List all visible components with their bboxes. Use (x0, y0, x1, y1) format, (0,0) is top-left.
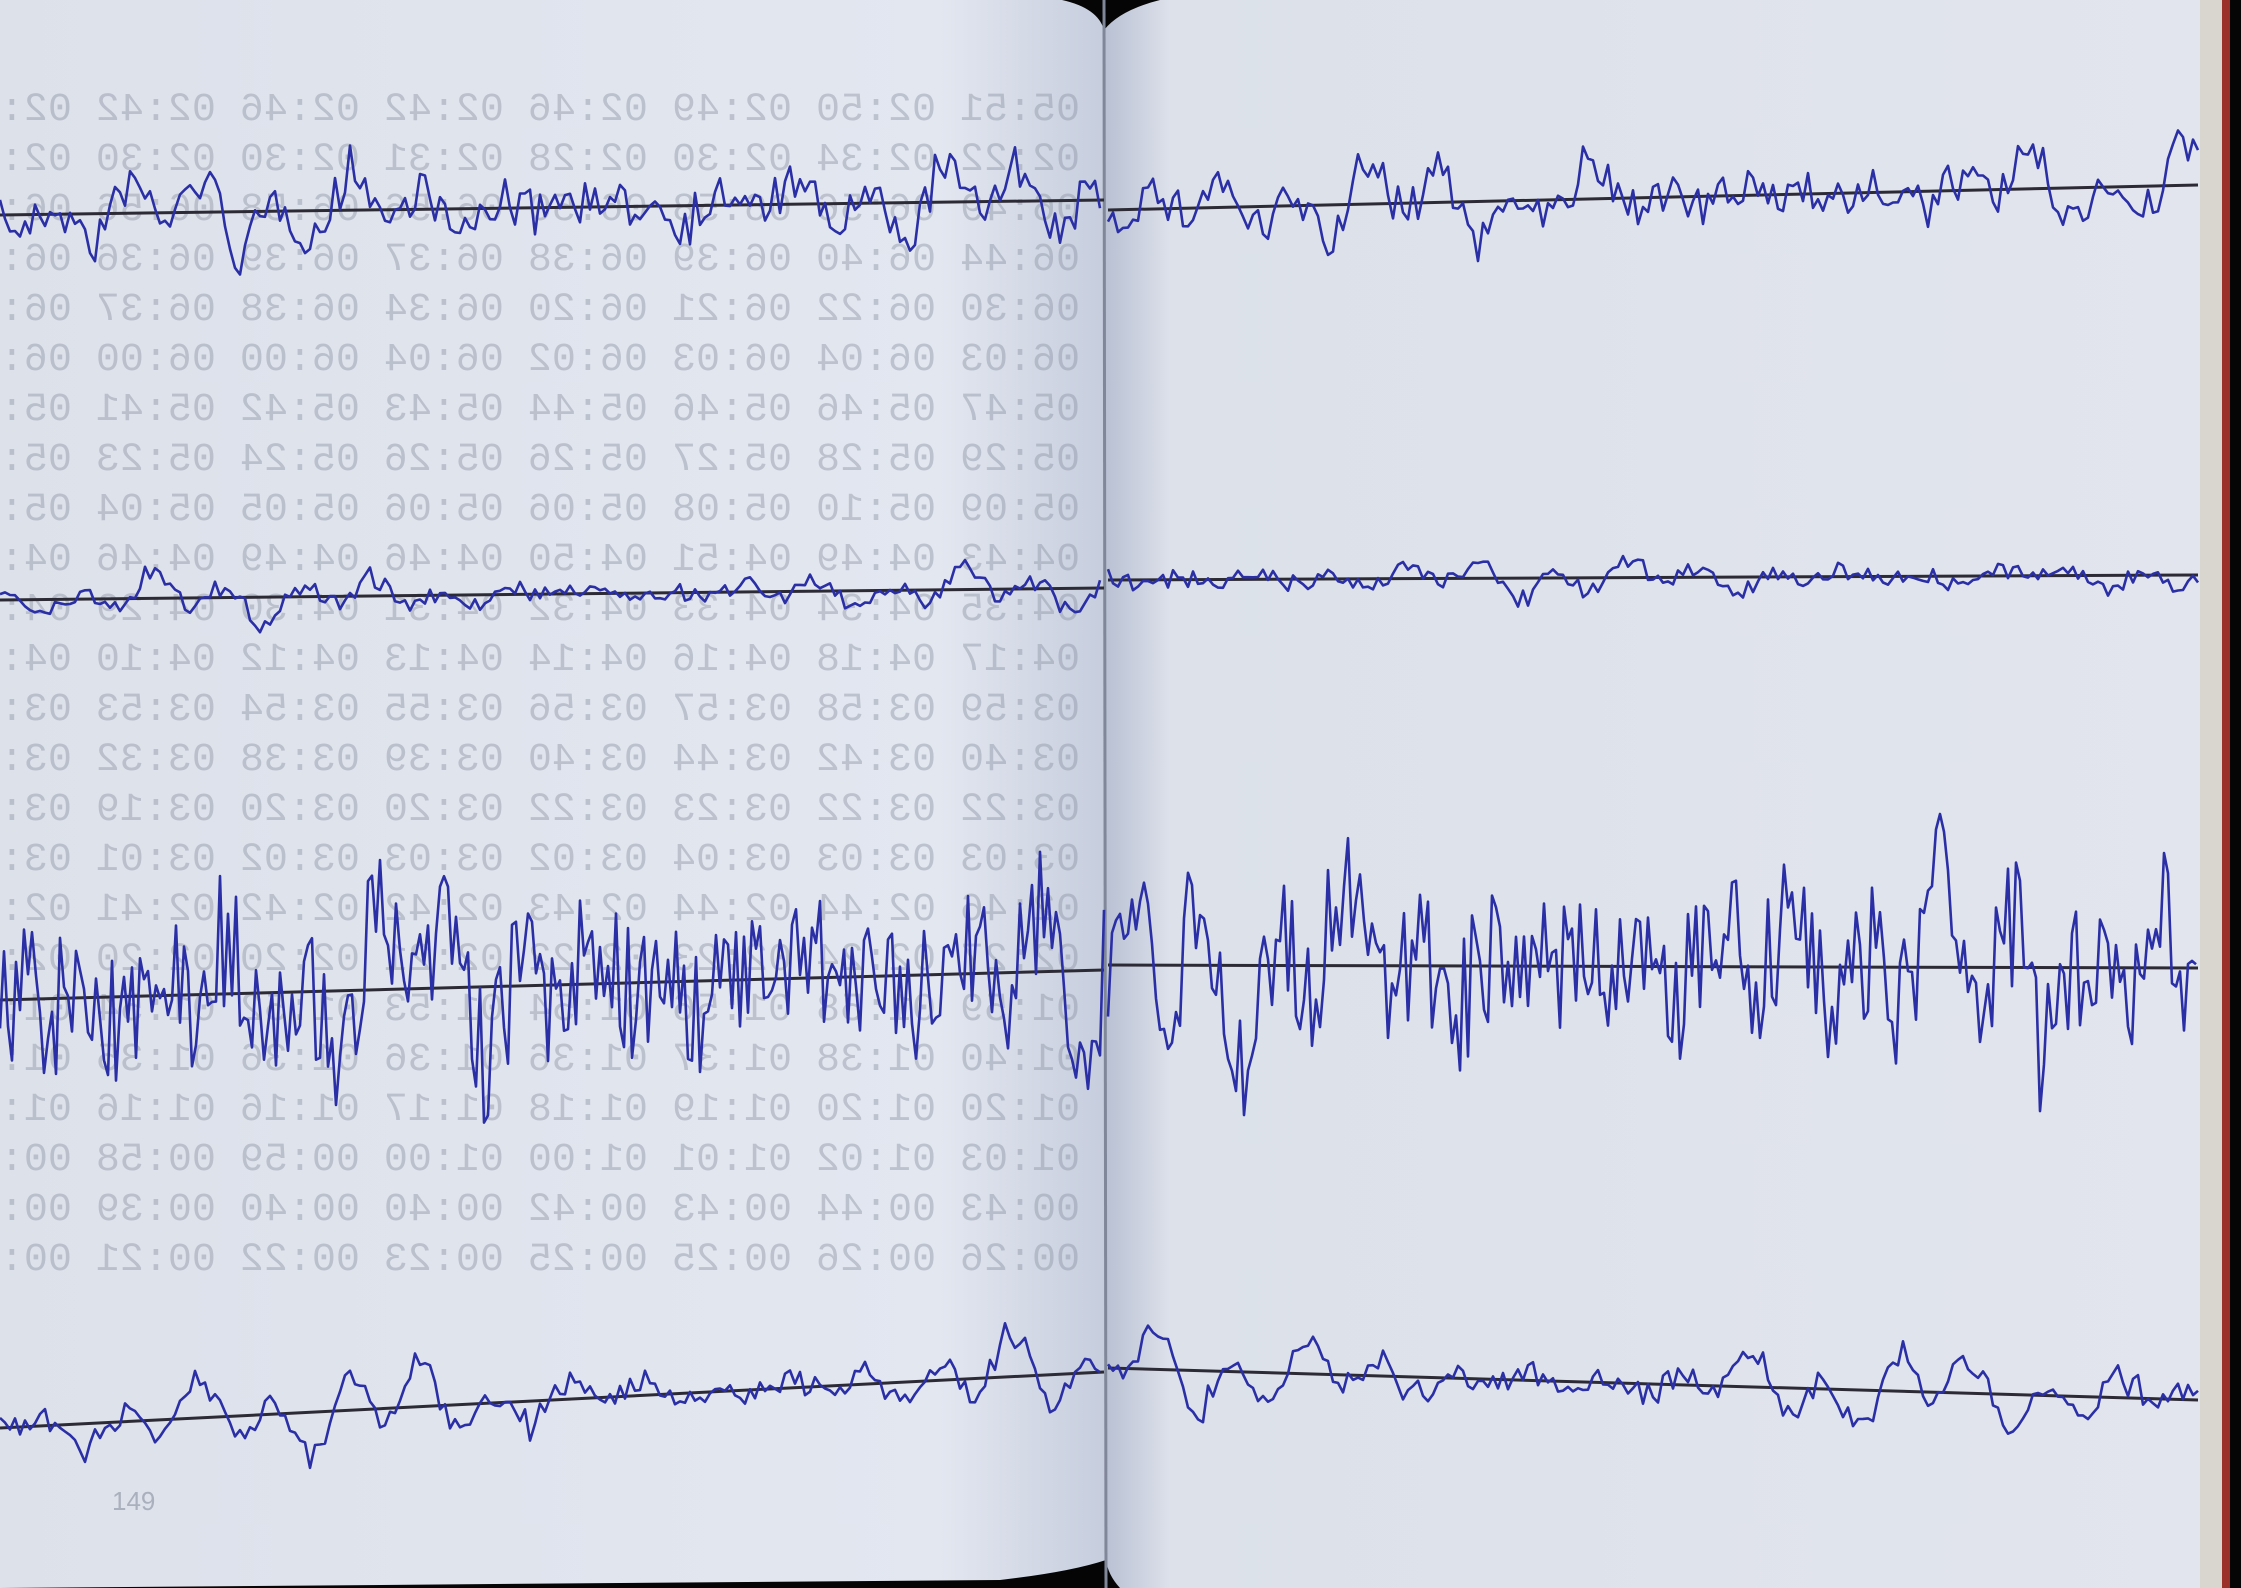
cover-edge (2222, 0, 2230, 1588)
show-through-line: 05:29 05:28 05:27 05:26 05:26 05:24 05:2… (0, 438, 1080, 483)
right-page (1104, 0, 2200, 1588)
show-through-line: 03:59 03:58 03:57 03:56 03:55 03:54 03:5… (0, 688, 1080, 733)
show-through-line: 06:30 06:22 06:21 06:20 06:34 06:38 06:3… (0, 288, 1080, 333)
trace-1-right-baseline (1107, 183, 2199, 212)
page-stack-edge (2196, 0, 2224, 1588)
trace-1-left-waveform (0, 144, 1102, 276)
gutter (1102, 0, 1108, 1588)
trace-2-right-baseline (1107, 573, 2199, 582)
trace-2-right-waveform (1106, 554, 2200, 608)
show-through-line: 00:26 00:26 00:25 00:25 00:23 00:22 00:2… (0, 1238, 1080, 1283)
show-through-line: 00:43 00:44 00:43 00:42 00:40 00:40 00:3… (0, 1188, 1080, 1233)
left-page-number: 149 (112, 1486, 155, 1516)
show-through-line: 04:17 04:18 04:16 04:14 04:13 04:12 04:1… (0, 638, 1080, 683)
trace-4-left-waveform (0, 1322, 1101, 1470)
trace-4-left-baseline (0, 1370, 1105, 1430)
show-through-line: 01:40 01:38 01:37 01:36 01:36 01:36 01:3… (0, 1038, 1080, 1083)
trace-2-left-waveform (0, 558, 1102, 634)
trace-1-right-waveform (1106, 129, 2200, 263)
trace-3-right-waveform (1106, 812, 2197, 1117)
show-through-line: 02:22 02:34 02:30 02:28 02:31 02:30 02:3… (0, 138, 1080, 183)
trace-3-left-waveform (0, 850, 1106, 1124)
show-through-line: 03:03 03:03 03:04 03:02 03:03 03:02 03:0… (0, 838, 1080, 883)
trace-4-right-baseline (1107, 1366, 2199, 1402)
waveform-traces (0, 129, 2200, 1470)
show-through-line: 03:22 03:22 03:23 03:22 03:20 03:20 03:1… (0, 788, 1080, 833)
show-through-line: 01:20 01:20 01:19 01:18 01:17 01:16 01:1… (0, 1088, 1080, 1133)
show-through-line: 03:40 03:42 03:44 03:40 03:39 03:38 03:3… (0, 738, 1080, 783)
show-through-line: 06:44 06:40 06:39 06:38 06:37 06:39 06:3… (0, 238, 1080, 283)
show-through-line: 04:43 04:49 04:51 04:50 04:46 04:49 04:4… (0, 538, 1080, 583)
show-through-line: 02:46 02:44 02:44 02:43 02:42 02:42 02:4… (0, 888, 1080, 933)
trace-4-right-waveform (1106, 1324, 2199, 1435)
show-through-line: 05:09 05:10 05:08 05:06 05:06 05:05 05:0… (0, 488, 1080, 533)
show-through-line: 06:03 06:04 06:03 06:02 06:04 06:00 06:0… (0, 338, 1080, 383)
left-page (0, 0, 1106, 1588)
show-through-line: 01:03 01:02 01:01 01:00 01:00 00:59 00:5… (0, 1138, 1080, 1183)
show-through-line: 05:47 05:46 05:46 05:44 05:43 05:42 05:4… (0, 388, 1080, 433)
show-through-line: 05:51 02:50 02:49 02:46 02:42 02:46 02:4… (0, 88, 1080, 133)
